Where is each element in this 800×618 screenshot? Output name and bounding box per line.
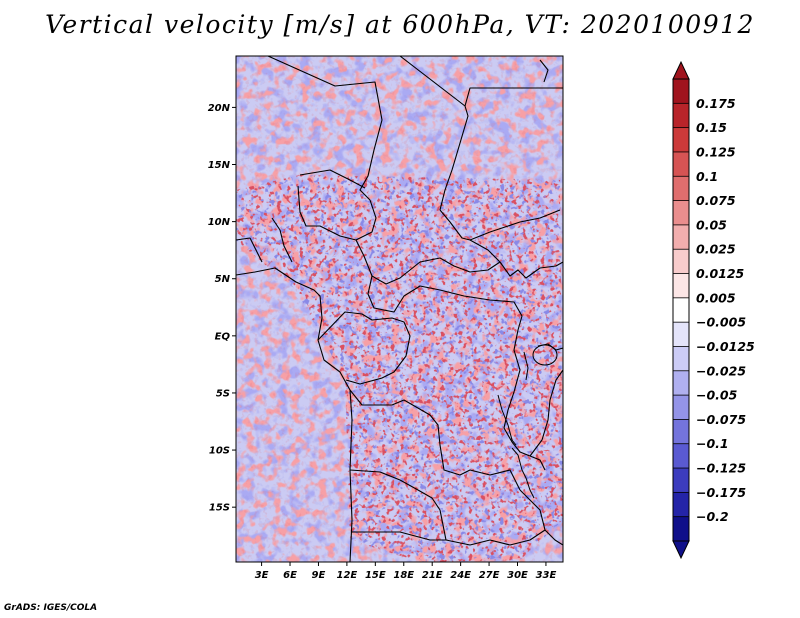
colorbar-label: −0.125: [696, 461, 746, 476]
lake-outlines: [497, 344, 558, 499]
colorbar-label: 0.005: [696, 290, 736, 305]
lon-label: 15E: [365, 570, 386, 581]
colorbar-swatch: [673, 322, 689, 347]
colorbar-swatch: [673, 468, 689, 493]
lat-label: 10S: [209, 446, 230, 457]
colorbar-label: −0.175: [696, 485, 746, 500]
lat-label: 15N: [208, 160, 231, 171]
colorbar-label: −0.1: [696, 436, 729, 451]
lon-label: 30E: [507, 570, 528, 581]
colorbar-label: −0.2: [696, 509, 729, 524]
lat-label: 5N: [215, 274, 231, 285]
colorbar-swatch: [673, 103, 689, 128]
colorbar-swatch: [673, 176, 689, 201]
vertical-velocity-field: [236, 56, 563, 562]
colorbar-swatch: [673, 492, 689, 517]
colorbar-swatch: [673, 151, 689, 177]
lat-label: EQ: [215, 331, 231, 342]
lon-label: 6E: [283, 570, 297, 581]
lon-label: 27E: [479, 570, 500, 581]
colorbar-swatch: [673, 127, 689, 153]
colorbar-swatch: [673, 200, 689, 226]
lat-label: 15S: [209, 503, 230, 514]
colorbar-label: −0.075: [696, 412, 746, 427]
lon-label: 18E: [393, 570, 414, 581]
colorbar-label: 0.175: [696, 96, 736, 111]
colorbar-swatch: [673, 346, 689, 372]
lon-label: 9E: [312, 570, 326, 581]
lon-label: 33E: [536, 570, 557, 581]
lon-label: 24E: [450, 570, 471, 581]
colorbar-label: 0.05: [696, 217, 727, 232]
colorbar-bottom-triangle: [672, 540, 690, 560]
colorbar-swatch: [673, 395, 689, 420]
colorbar-label: 0.075: [696, 193, 736, 208]
lon-label: 21E: [422, 570, 443, 581]
lon-label: 12E: [337, 570, 358, 581]
colorbar-swatch: [673, 370, 689, 396]
latitude-axis: 20N 15N 10N 5N EQ 5S 10S 15S: [208, 103, 236, 514]
colorbar-swatch: [673, 297, 689, 323]
lat-label: 5S: [216, 388, 230, 399]
colorbar-swatch: [673, 249, 689, 274]
lat-label: 20N: [208, 103, 231, 114]
grads-footer: GrADS: IGES/COLA: [4, 603, 98, 613]
lon-label: 3E: [255, 570, 269, 581]
colorbar-label: −0.005: [696, 315, 746, 330]
colorbar-label: 0.1: [696, 169, 718, 184]
map-frame: [235, 55, 564, 563]
longitude-axis: 3E 6E 9E 12E 15E 18E 21E 24E 27E 30E 33E: [255, 562, 557, 581]
colorbar-swatch: [673, 273, 689, 299]
colorbar-top-triangle: [672, 60, 690, 80]
map-title: Vertical velocity [m/s] at 600hPa, VT: 2…: [45, 10, 755, 39]
colorbar-swatch: [673, 516, 689, 542]
political-boundaries: [236, 56, 563, 562]
colorbar-swatch: [673, 79, 689, 104]
colorbar-label: 0.0125: [696, 266, 745, 281]
colorbar-label: 0.15: [696, 120, 727, 135]
colorbar-label: −0.0125: [696, 339, 755, 354]
colorbar-swatch: [673, 419, 689, 445]
lat-label: 10N: [208, 217, 231, 228]
colorbar-swatch: [673, 443, 689, 469]
colorbar-label: −0.025: [696, 363, 746, 378]
colorbar-frame: [672, 78, 690, 542]
colorbar-label: −0.05: [696, 388, 738, 403]
colorbar: 0.175 0.15 0.125 0.1 0.075 0.05 0.025 0.0125 0.0…: [672, 60, 755, 560]
colorbar-label: 0.125: [696, 144, 736, 159]
colorbar-swatch: [673, 224, 689, 250]
colorbar-label: 0.025: [696, 242, 736, 257]
